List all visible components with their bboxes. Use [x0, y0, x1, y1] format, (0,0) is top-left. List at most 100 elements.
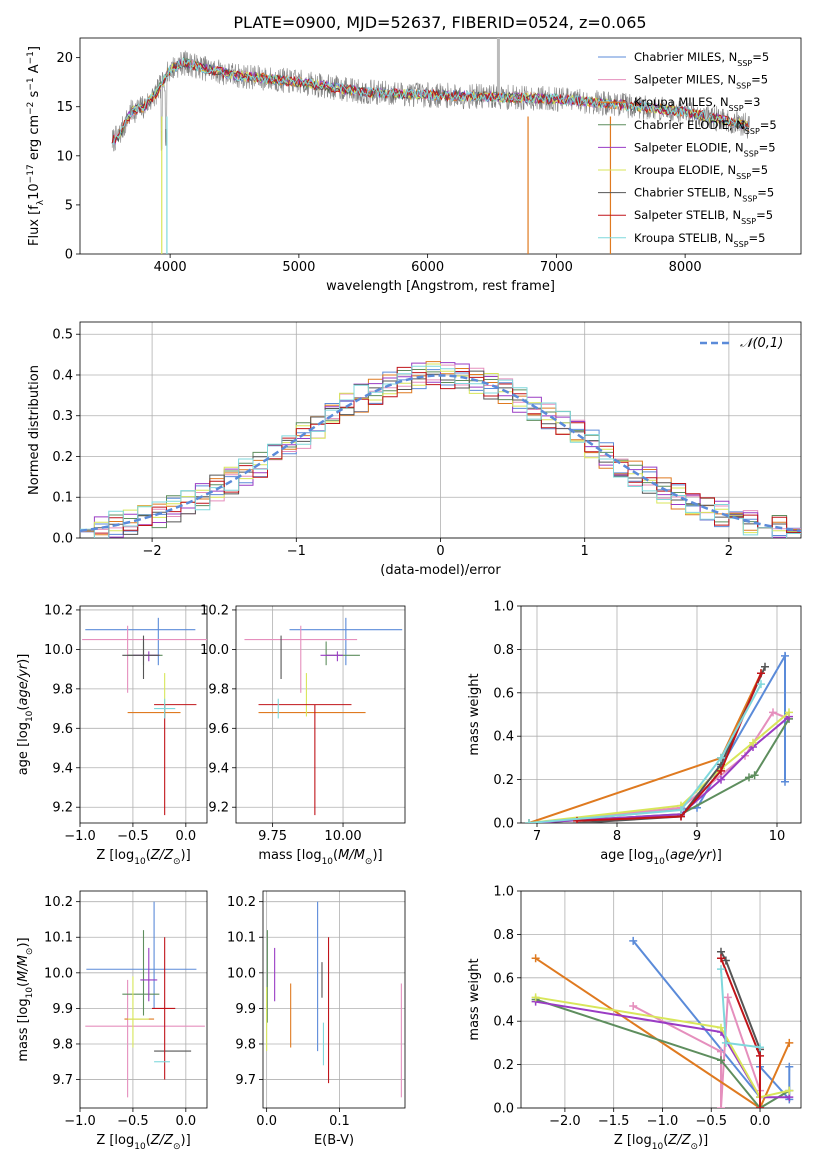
- weight_vs_Z-marker-1-0: [629, 1002, 638, 1011]
- weight_vs_Z-marker-5-1: [717, 1023, 725, 1032]
- spectrum-legend-label-2: Kroupa MILES, NSSP=3: [634, 95, 760, 113]
- age_vs_Z-xlabel-part: )]: [181, 848, 191, 863]
- weight_vs_age-xlabel-part: (: [665, 848, 670, 863]
- spectrum-legend-text-2: Kroupa MILES, N: [634, 95, 729, 109]
- weight_vs_age-frame: [520, 605, 802, 824]
- mass_vs_Z-ytick-label-3: 10.0: [44, 966, 73, 981]
- spectrum-ylabel-part: A: [27, 64, 42, 77]
- mass_vs_ebv-xlabel: E(B-V): [314, 1133, 354, 1148]
- spectrum-legend-sub-0: SSP: [737, 59, 752, 68]
- weight_vs_Z-xlabel-part: ⊙: [690, 1142, 698, 1152]
- weight_vs_age-marker-0-4: [781, 777, 789, 786]
- spectrum-legend-suffix-1: =5: [751, 73, 768, 87]
- weight_vs_age-ytick-label-5: 1.0: [493, 600, 514, 615]
- weight_vs_age-xlabel-part: 10: [653, 857, 665, 867]
- figure-title: PLATE=0900, MJD=52637, FIBERID=0524, z=0…: [233, 13, 646, 32]
- spectrum-ylabel-part: ]: [27, 46, 42, 51]
- residuals-xtick-label-4: 2: [725, 544, 733, 559]
- weight_vs_age-ytick-label-0: 0.0: [493, 817, 514, 832]
- weight_vs_Z-marker-0-0: [629, 936, 638, 945]
- spectrum-ylabel-part: −1: [26, 51, 36, 64]
- weight_vs_Z-marker-8-1: [721, 1038, 730, 1047]
- weight_vs_age-marker-5-3: [749, 738, 757, 747]
- spectrum-ytick-label-2: 10: [56, 149, 73, 164]
- weight_vs_age-xtick-label-1: 8: [613, 829, 621, 844]
- residuals-xtick-label-0: −2: [143, 544, 162, 559]
- weight_vs_age-marker-3-3: [750, 771, 759, 780]
- spectrum-legend-suffix-2: =3: [744, 95, 761, 109]
- weight_vs_Z-marker-2-2: [785, 1038, 794, 1047]
- age_vs_Z-ytick-label-3: 9.8: [52, 682, 73, 697]
- weight_vs_Z-xlabel: Z [log10(Z/Z⊙)]: [614, 1133, 708, 1152]
- spectrum-legend-sub-5: SSP: [736, 172, 751, 181]
- weight_vs_age-marker-0-3: [781, 651, 789, 660]
- weight_vs_age-xlabel: age [log10(age/yr)]: [600, 848, 722, 867]
- mass_vs_ebv-ytick-label-4: 10.1: [227, 931, 256, 946]
- mass_vs_ebv-ytick-label-3: 10.0: [227, 966, 256, 981]
- residuals-ytick-label-1: 0.1: [52, 491, 73, 506]
- weight_vs_Z-ylabel: mass weight: [467, 958, 482, 1040]
- residuals-ytick-label-4: 0.4: [52, 368, 73, 383]
- residuals-xtick-label-1: −1: [287, 544, 306, 559]
- spectrum-legend-label-7: Salpeter STELIB, NSSP=5: [634, 208, 773, 226]
- age_vs_Z-xlabel-part: Z/Z: [150, 848, 174, 863]
- weight_vs_Z-xtick-label-3: −0.5: [695, 1114, 727, 1129]
- age_vs_mass-frame: [235, 605, 406, 824]
- spectrum-legend-label-5: Kroupa ELODIE, NSSP=5: [634, 163, 768, 181]
- age_vs_mass-xlabel-part: M/M: [338, 848, 365, 863]
- spectrum-legend-label-3: Chabrier ELODIE, NSSP=5: [634, 118, 777, 136]
- weight_vs_Z-series-2: [535, 957, 791, 1108]
- weight_vs_age-ytick-label-2: 0.4: [493, 730, 514, 745]
- residuals-ytick-label-3: 0.3: [52, 409, 73, 424]
- mass_vs_Z-ylabel-part: M/M: [16, 955, 31, 982]
- residuals-hist-8: [80, 365, 801, 538]
- spectrum-legend-label-8: Kroupa STELIB, NSSP=5: [634, 231, 765, 249]
- weight_vs_Z-marker-6-1: [721, 956, 730, 965]
- weight_vs_Z-ytick-label-1: 0.2: [493, 1058, 514, 1073]
- weight_vs_age-ytick-label-1: 0.2: [493, 773, 514, 788]
- residuals-legend-label: 𝒩(0,1): [740, 336, 783, 351]
- mass_vs_Z-ylabel-part: )]: [16, 937, 31, 947]
- spectrum-legend-sub-8: SSP: [734, 239, 749, 248]
- spectrum-model-8: [111, 57, 750, 145]
- age_vs_Z-ylabel-part: age/yr: [16, 662, 31, 705]
- weight_vs_Z-xtick-label-1: −1.5: [598, 1114, 630, 1129]
- spectrum-legend-text-0: Chabrier MILES, N: [634, 50, 737, 64]
- weight_vs_age-series-1: [528, 711, 790, 823]
- weight_vs_age-marker-8-3: [757, 680, 765, 689]
- residuals-ylabel: Normed distribution: [27, 365, 42, 495]
- weight_vs_age-ylabel-part: mass weight: [467, 673, 482, 755]
- mass_vs_ebv-xlabel-part: E(B-V): [314, 1133, 354, 1148]
- age_vs_Z-ylabel-part: )]: [16, 654, 31, 664]
- weight_vs_age-series-4: [528, 715, 790, 823]
- residuals-xlabel: (data-model)/error: [380, 563, 501, 578]
- mass_vs_Z-xlabel: Z [log10(Z/Z⊙)]: [96, 1133, 190, 1152]
- mass_vs_Z-ylabel-part: mass [log: [16, 998, 31, 1061]
- weight_vs_Z-xtick-label-4: 0.0: [750, 1114, 771, 1129]
- spectrum-legend-sub-4: SSP: [744, 149, 759, 158]
- spectrum-ylabel-part: λ: [36, 199, 46, 205]
- weight_vs_age-series-8: [528, 683, 762, 823]
- weight_vs_age-marker-8-0: [525, 819, 533, 823]
- age_vs_mass-xlabel: mass [log10(M/M⊙)]: [258, 848, 382, 867]
- weight_vs_Z-marker-8-2: [756, 1043, 765, 1052]
- mass_vs_Z-ytick-label-1: 9.8: [52, 1037, 73, 1052]
- residuals-ytick-label-5: 0.5: [52, 328, 73, 343]
- age_vs_mass-xlabel-part: mass [log: [258, 848, 321, 863]
- age_vs_Z-ylabel: age [log10(age/yr)]: [16, 654, 35, 776]
- weight_vs_age-marker-8-2: [717, 753, 725, 762]
- weight_vs_age-ylabel: mass weight: [467, 673, 482, 755]
- residuals-ylabel-part: Normed distribution: [27, 365, 42, 495]
- weight_vs_Z-ytick-label-2: 0.4: [493, 1015, 514, 1030]
- mass_vs_ebv-axes: 0.0 0.1 9.7 9.8 9.9 10.0 10.1 10.2: [227, 890, 406, 1129]
- spectrum-legend-suffix-7: =5: [756, 208, 773, 222]
- weight_vs_Z-ylabel-part: mass weight: [467, 958, 482, 1040]
- spectrum-ylabel-part: s: [27, 90, 42, 101]
- age_vs_mass-ytick-label-1: 9.4: [208, 761, 229, 776]
- spectrum-legend-text-6: Chabrier STELIB, N: [634, 186, 742, 200]
- spectrum-xtick-label-1: 5000: [282, 260, 315, 275]
- weight_vs_Z-xtick-label-0: −2.0: [549, 1114, 581, 1129]
- age_vs_Z-ylabel-part: 10: [25, 710, 35, 722]
- weight_vs_Z-axes: −2.0 −1.5 −1.0 −0.5 0.0 0.0 0.2 0.4 0.6 0.8 1.0: [493, 885, 802, 1129]
- weight_vs_age-marker-7-2: [717, 766, 725, 775]
